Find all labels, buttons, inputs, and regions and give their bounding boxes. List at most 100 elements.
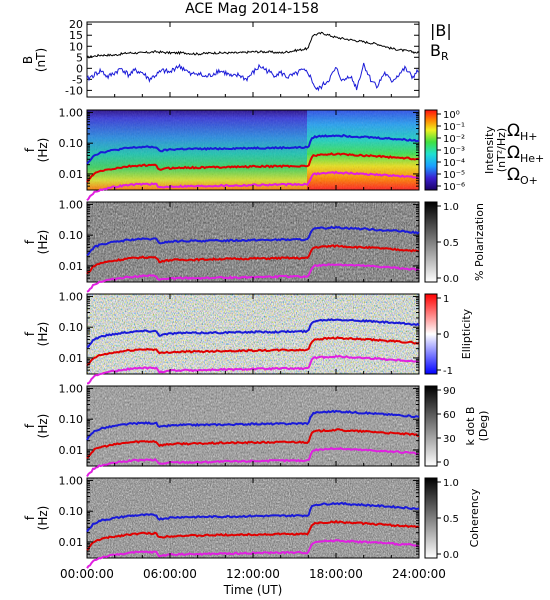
time-tick-label: 24:00:00 — [392, 567, 446, 581]
freq-tick-label: 0.01 — [59, 444, 84, 457]
legend-he-plus: ΩHe+ — [507, 143, 544, 165]
freq-tick-label: 0.01 — [59, 352, 84, 365]
b-ytick-label: -5 — [72, 73, 83, 86]
colorbar-tick-label: 0.0 — [443, 274, 459, 285]
time-axis-label: Time (UT) — [223, 583, 283, 597]
b-ytick-label: 10 — [69, 40, 83, 53]
intensity-colorbar — [424, 109, 438, 191]
time-tick-label: 12:00:00 — [226, 567, 280, 581]
colorbar-tick-label: 0.0 — [443, 550, 459, 561]
freq-tick-label: 1.00 — [59, 474, 84, 487]
colorbar-tick-label: 0.5 — [443, 238, 459, 249]
legend-b-r: BR — [430, 41, 449, 63]
freq-ylabel-bottom: (Hz) — [36, 414, 50, 439]
freq-tick-label: 0.01 — [59, 260, 84, 273]
kdotb-cb-unit: (Deg) — [477, 411, 490, 442]
freq-tick-label: 1.00 — [59, 106, 84, 119]
gyro-line-h-plus — [86, 318, 420, 348]
legend-b-total: |B| — [430, 21, 452, 40]
gyro-line-h-plus — [86, 409, 420, 441]
freq-ylabel-top: f — [23, 423, 37, 428]
colorbar-tick-label: -1 — [443, 366, 453, 377]
colorbar-tick-label: 60 — [443, 410, 456, 421]
freq-tick-label: 0.10 — [59, 137, 84, 150]
gyro-line-he-plus — [86, 152, 420, 183]
freq-tick-label: 0.10 — [59, 321, 84, 334]
colorbar-tick-label: 10⁻⁵ — [443, 170, 465, 181]
freq-tick-label: 1.00 — [59, 382, 84, 395]
freq-ylabel-top: f — [23, 239, 37, 244]
time-tick-label: 06:00:00 — [143, 567, 197, 581]
coherency-texture — [87, 478, 419, 558]
colorbar-tick-label: 1.0 — [443, 202, 459, 213]
colorbar-tick-label: 0 — [443, 330, 449, 341]
freq-ylabel-bottom: (Hz) — [36, 138, 50, 163]
polarization-cb-title: % Polarization — [473, 203, 486, 281]
b-ytick-label: 0 — [76, 62, 83, 75]
freq-tick-label: 0.10 — [59, 229, 84, 242]
colorbar-tick-label: 10⁻¹ — [443, 122, 465, 133]
ellipticity-colorbar — [424, 293, 438, 375]
gyro-line-he-plus — [86, 244, 420, 275]
legend-o-plus: ΩO+ — [507, 165, 538, 187]
freq-ylabel-bottom: (Hz) — [36, 322, 50, 347]
gyro-line-o-plus — [86, 170, 420, 202]
colorbar-tick-label: 10⁰ — [443, 110, 460, 121]
freq-tick-label: 0.10 — [59, 505, 84, 518]
gyro-line-h-plus — [86, 133, 420, 165]
intensity-cb-title: Intensity — [483, 126, 496, 174]
time-tick-label: 18:00:00 — [309, 567, 363, 581]
b-ytick-label: 5 — [76, 51, 83, 64]
freq-ylabel-top: f — [23, 147, 37, 152]
b-lines — [86, 31, 420, 92]
freq-tick-label: 0.01 — [59, 168, 84, 181]
colorbar-tick-label: 90 — [443, 386, 456, 397]
gyro-line-h-plus — [86, 501, 420, 533]
gyro-line-o-plus — [86, 538, 420, 569]
ellipticity-cb-title: Ellipticity — [460, 308, 473, 359]
b-r-line — [86, 62, 419, 92]
polarization-colorbar — [424, 201, 438, 283]
kdotb-colorbar — [424, 385, 438, 467]
colorbar-tick-label: 10⁻⁴ — [443, 158, 465, 169]
polarization-panel — [86, 201, 438, 283]
colorbar-tick-label: 10⁻² — [443, 134, 465, 145]
b-ytick-label: 15 — [69, 29, 83, 42]
gyro-line-he-plus — [86, 336, 420, 367]
freq-tick-label: 0.10 — [59, 413, 84, 426]
coherency-cb-title: Coherency — [468, 488, 481, 547]
ellipticity-texture — [87, 294, 419, 374]
colorbar-tick-label: 0 — [443, 458, 449, 469]
gyro-line-h-plus — [86, 225, 420, 257]
kdotb-texture — [87, 386, 419, 466]
b-panel-frame — [86, 21, 420, 98]
intensity-texture — [87, 110, 419, 190]
gyro-legend: ΩH+ ΩHe+ ΩO+ — [507, 121, 544, 187]
spectrogram-panels: 1.000.100.01f (Hz)1.000.100.01f (Hz)1.000.… — [23, 106, 438, 569]
colorbar-tick-label: 1.0 — [443, 478, 459, 489]
colorbar-tick-label: 10⁻⁶ — [443, 182, 465, 193]
freq-tick-label: 1.00 — [59, 198, 84, 211]
freq-tick-label: 1.00 — [59, 290, 84, 303]
kdotb-cb-title: k dot B — [464, 407, 477, 446]
intensity-cb-unit: (nT²/Hz) — [495, 128, 508, 172]
gyro-line-o-plus — [86, 354, 420, 385]
colorbar-tick-label: 10⁻³ — [443, 146, 465, 157]
colorbar-tick-label: 1 — [443, 294, 449, 305]
freq-tick-label: 0.01 — [59, 536, 84, 549]
b-ylabel-top: B — [21, 56, 35, 64]
kdotb-panel — [86, 385, 438, 467]
gyro-line-he-plus — [86, 519, 420, 551]
colorbar-labels: Intensity (nT²/Hz) % Polarization Ellipt… — [460, 126, 508, 548]
freq-ylabel-bottom: (Hz) — [36, 506, 50, 531]
legend-h-plus: ΩH+ — [507, 121, 538, 143]
coherency-colorbar — [424, 477, 438, 559]
time-tick-label: 00:00:00 — [60, 567, 114, 581]
figure-title: ACE Mag 2014-158 — [185, 1, 319, 17]
colorbar-tick-label: 0.5 — [443, 514, 459, 525]
colorbar-tick-label: 30 — [443, 434, 456, 445]
